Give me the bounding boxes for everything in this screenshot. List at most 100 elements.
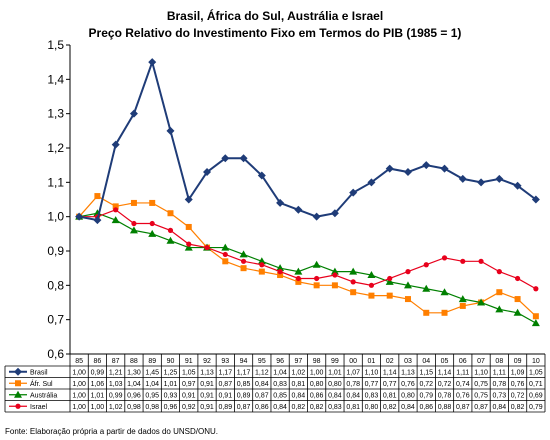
data-label: 0,81 (383, 392, 397, 399)
data-label: 0,82 (383, 404, 397, 411)
data-label: 0,69 (529, 392, 543, 399)
data-point (460, 258, 466, 264)
data-label: 0,72 (419, 381, 433, 388)
data-point (75, 212, 84, 221)
data-point (367, 178, 376, 187)
data-point (131, 220, 137, 227)
data-point (349, 267, 358, 275)
data-label: 1,00 (91, 404, 105, 411)
data-label: 0,87 (218, 381, 232, 388)
x-tick-label: 85 (75, 358, 83, 365)
legend-key (9, 367, 27, 376)
data-label: 1,30 (127, 369, 141, 376)
data-label: 0,77 (383, 381, 397, 388)
data-point (368, 292, 375, 299)
data-label: 1,05 (529, 369, 543, 376)
data-point (129, 226, 138, 234)
data-label: 0,72 (438, 381, 452, 388)
data-point (422, 161, 431, 170)
data-label: 1,11 (456, 369, 469, 376)
data-label: 0,75 (474, 381, 488, 388)
data-label: 1,10 (365, 369, 379, 376)
data-label: 0,71 (529, 381, 543, 388)
data-point (166, 126, 175, 135)
x-tick-label: 95 (258, 358, 266, 365)
data-point (15, 380, 21, 387)
data-label: 0,84 (493, 404, 507, 411)
data-point (14, 367, 22, 376)
data-point (531, 195, 540, 204)
data-label: 0,81 (292, 381, 306, 388)
legend-label: Brasil (30, 369, 48, 376)
data-point (459, 302, 466, 309)
data-point (350, 279, 356, 285)
data-label: 0,89 (218, 404, 232, 411)
data-point (149, 220, 155, 227)
data-label: 0,79 (529, 404, 543, 411)
series-line (78, 195, 537, 317)
data-label: 1,06 (91, 381, 105, 388)
data-label: 0,81 (346, 404, 360, 411)
data-label: 0,80 (328, 381, 342, 388)
data-point (441, 255, 448, 261)
data-label: 0,76 (401, 381, 415, 388)
data-label: 1,04 (273, 369, 287, 376)
data-point (240, 265, 247, 272)
data-label: 0,87 (255, 392, 269, 399)
data-label: 0,82 (511, 404, 525, 411)
x-tick-label: 08 (495, 358, 503, 365)
data-point (513, 308, 522, 316)
data-label: 0,99 (109, 392, 123, 399)
chart-subtitle: Preço Relativo do Investimento Fixo em T… (89, 26, 462, 40)
data-label: 0,73 (493, 392, 507, 399)
data-label: 1,17 (218, 369, 232, 376)
data-label: 0,87 (474, 404, 488, 411)
x-tick-label: 99 (331, 358, 339, 365)
data-label: 1,07 (346, 369, 360, 376)
data-point (113, 207, 119, 213)
y-tick-label: 1,4 (47, 72, 64, 86)
data-point (368, 282, 375, 288)
data-point (129, 109, 138, 118)
data-point (478, 258, 484, 264)
data-point (184, 243, 193, 251)
data-point (403, 281, 412, 289)
chart-title: Brasil, África do Sul, Austrália e Israe… (167, 8, 383, 23)
data-point (513, 181, 522, 190)
x-tick-label: 88 (130, 358, 138, 365)
legend-label: Israel (30, 404, 48, 411)
y-tick-label: 0,9 (47, 244, 64, 258)
series-line (79, 209, 537, 290)
data-label: 0,78 (346, 381, 360, 388)
data-point (258, 268, 265, 275)
data-point (295, 278, 302, 285)
data-point (186, 241, 192, 247)
data-point (294, 205, 303, 214)
data-label: 0,92 (182, 404, 196, 411)
data-point (149, 199, 156, 206)
x-tick-label: 90 (167, 358, 175, 365)
data-label: 1,17 (237, 369, 251, 376)
data-label: 0,72 (511, 392, 525, 399)
data-point (257, 171, 266, 180)
y-tick-label: 0,7 (47, 313, 64, 327)
data-point (404, 296, 411, 303)
data-point (222, 251, 228, 258)
data-point (130, 199, 137, 206)
data-label: 0,87 (237, 404, 251, 411)
data-point (440, 164, 449, 173)
x-tick-label: 91 (185, 358, 193, 365)
data-label: 0,97 (182, 381, 196, 388)
data-label: 1,00 (310, 369, 324, 376)
x-tick-label: 92 (203, 358, 211, 365)
data-label: 1,12 (255, 369, 269, 376)
data-label: 0,91 (200, 392, 214, 399)
data-point (276, 264, 285, 272)
data-label: 1,10 (474, 369, 488, 376)
data-point (496, 289, 503, 296)
data-label: 0,91 (200, 381, 214, 388)
data-label: 0,75 (474, 392, 488, 399)
series-austr-lia (75, 209, 540, 327)
data-point (257, 257, 266, 265)
data-label: 1,14 (383, 369, 397, 376)
